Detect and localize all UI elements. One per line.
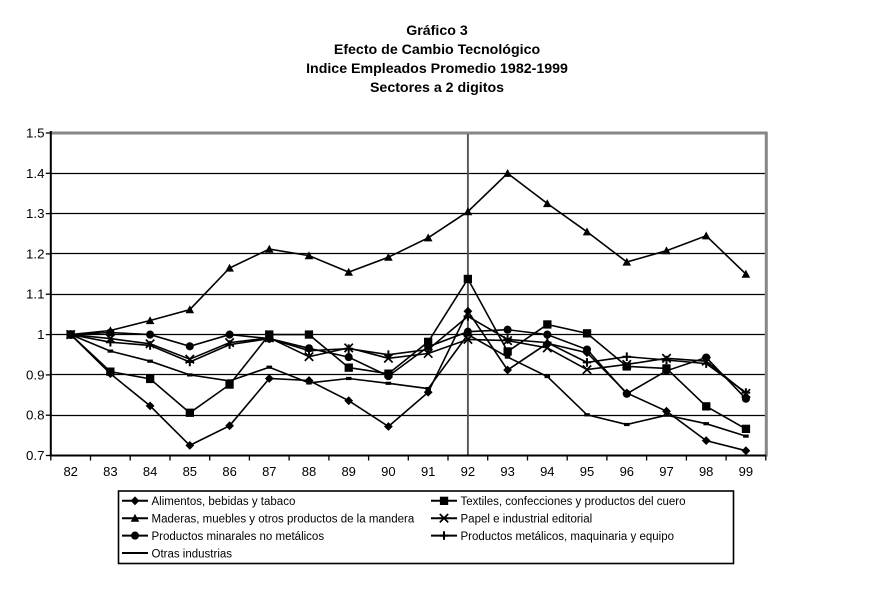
svg-text:84: 84 [143,464,157,479]
svg-text:86: 86 [222,464,236,479]
svg-text:1: 1 [37,327,44,342]
svg-text:90: 90 [381,464,395,479]
svg-text:Indice Empleados Promedio 1982: Indice Empleados Promedio 1982-1999 [306,61,568,77]
svg-text:93: 93 [500,464,514,479]
svg-text:0.9: 0.9 [26,367,45,382]
svg-text:Textiles, confecciones y produ: Textiles, confecciones y productos del c… [461,496,686,508]
svg-text:Otras industrias: Otras industrias [152,548,233,560]
svg-text:88: 88 [302,464,316,479]
svg-text:Sectores a 2 digitos: Sectores a 2 digitos [370,80,504,96]
svg-text:Productos minarales no metálic: Productos minarales no metálicos [152,531,325,543]
svg-text:Gráfico 3: Gráfico 3 [406,23,468,39]
svg-text:0.7: 0.7 [26,448,45,463]
svg-text:Efecto de Cambio Tecnológico: Efecto de Cambio Tecnológico [334,42,541,58]
svg-text:1.4: 1.4 [26,166,45,181]
svg-text:85: 85 [183,464,197,479]
svg-text:Productos metálicos, maquinari: Productos metálicos, maquinaria y equipo [461,531,675,543]
svg-text:95: 95 [580,464,594,479]
svg-text:89: 89 [341,464,355,479]
svg-text:Maderas, muebles y otros produ: Maderas, muebles y otros productos de la… [152,514,415,526]
svg-text:0.8: 0.8 [26,408,45,423]
svg-text:91: 91 [421,464,435,479]
svg-text:1.3: 1.3 [26,206,45,221]
svg-text:Papel e industrial editorial: Papel e industrial editorial [461,514,593,526]
svg-text:97: 97 [659,464,673,479]
svg-text:96: 96 [620,464,634,479]
svg-text:94: 94 [540,464,554,479]
svg-text:98: 98 [699,464,713,479]
svg-text:99: 99 [739,464,753,479]
svg-text:1.5: 1.5 [26,126,45,141]
svg-text:Alimentos, bebidas y tabaco: Alimentos, bebidas y tabaco [152,496,296,508]
svg-text:82: 82 [63,464,77,479]
svg-text:1.2: 1.2 [26,246,45,261]
svg-text:83: 83 [103,464,117,479]
svg-text:92: 92 [461,464,475,479]
svg-text:1.1: 1.1 [26,287,45,302]
svg-text:87: 87 [262,464,276,479]
